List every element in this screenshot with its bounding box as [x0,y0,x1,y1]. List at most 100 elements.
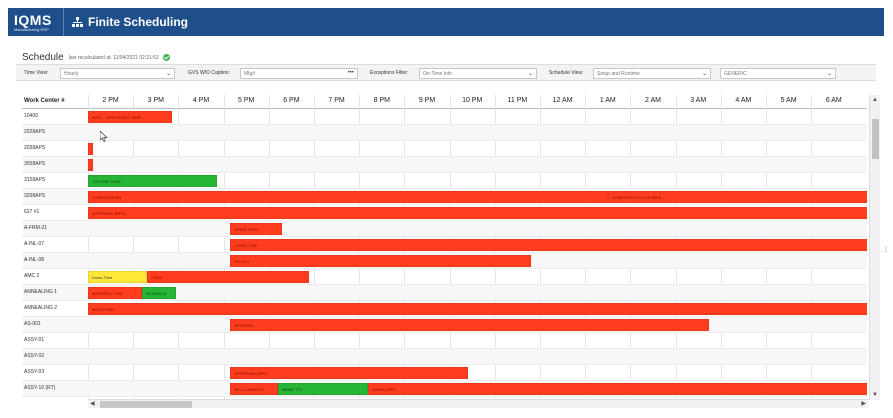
chevron-down-icon: ⌄ [165,71,171,77]
work-center-name: ANNEALING 2 [24,305,58,311]
work-center-row[interactable]: A-FRM-21 HINGE ASSY [22,221,867,237]
hour-label: 6 PM [283,97,300,104]
gvs-caption-label: GVS W/O Caption: [188,70,230,76]
work-center-row[interactable]: ANNEALING 1 BCDWELD 1700 BCDWELD [22,285,867,301]
hour-label: 6 AM [825,97,842,104]
horizontal-scroll-thumb[interactable] [100,401,192,408]
work-center-row[interactable]: ASSY-03 WPFPEABL BRTS [22,365,867,381]
hour-label: 4 AM [735,97,752,104]
hour-label: 2 AM [645,97,661,104]
logo-subtitle: Manufacturing ERP [14,26,49,32]
work-center-row[interactable]: 3158APS 715-1592 TUBS [22,173,867,189]
work-center-name: ASSY-03 [24,369,45,375]
generic-value: GENERIC [724,71,747,77]
ellipsis-icon: ••• [347,70,354,76]
time-view-value: Hourly [64,71,79,77]
work-center-row[interactable]: A-INL-08 FELIX 4 [22,253,867,269]
last-recalculated: last recalculated at: 11/04/2021 02:21:5… [68,54,159,61]
work-center-row[interactable]: ASSY-10 (RT) BELL LAB3PLAT MB99L T17 HINGE … [22,381,867,397]
scroll-up-icon[interactable]: ▲ [872,97,878,103]
gvs-caption-value: Mfg# [244,71,256,77]
schedule-bar[interactable]: ROLL - 3000 PF1327 180R [88,111,172,123]
hour-label: 4 PM [192,97,210,104]
vertical-scroll-thumb[interactable] [872,119,879,159]
chevron-down-icon: ⌄ [826,71,832,77]
schedule-title: Schedule [22,52,64,63]
work-center-name: 2028APS [24,129,46,135]
schedule-heading: Schedule last recalculated at: 11/04/202… [22,52,170,63]
work-center-row[interactable]: 2038APS [22,141,867,157]
schedule-bar[interactable]: BELL LAB3PLAT [230,383,278,395]
hour-label: 11 PM [507,97,528,104]
schedule-bar[interactable]: HINGE ASSY [230,223,283,235]
hour-label: 3 AM [690,97,707,104]
scroll-down-icon[interactable]: ▼ [872,392,878,398]
work-center-name: 3208APS [24,193,46,199]
work-center-header: Work Center # [24,98,65,104]
schedule-bar[interactable]: BLADE WIN [88,303,867,315]
schedule-bar[interactable]: CORESTOP ETCH & PACK [607,191,867,203]
work-center-row[interactable]: 3208APS CORESTOP DR CORESTOP ETCH & PACK [22,189,867,205]
work-center-name: 3058APS [24,161,46,167]
schedule-bar[interactable]: BETA4060 [230,319,710,331]
work-center-row[interactable]: ANNEALING 2 BLADE WIN [22,301,867,317]
work-center-name: ASSY-01 [24,337,45,343]
mouse-cursor-icon [100,131,108,142]
hour-label: 5 AM [780,97,797,104]
hour-label: 5 PM [238,97,255,104]
schedule-bar[interactable] [88,143,93,155]
hour-label: 3 PM [147,97,164,104]
gvs-caption-select[interactable]: Mfg# ••• [240,68,358,79]
work-center-row[interactable]: ASSY-02 [22,349,867,365]
work-center-name: ANNEALING 1 [24,289,58,295]
work-center-row[interactable]: 2028APS [22,125,867,141]
app-header: IQMS Manufacturing ERP Finite Scheduling [8,8,884,36]
hour-label: 12 AM [552,97,573,104]
schedule-bar[interactable]: MB99L T17 [277,383,369,395]
app-title-text: Finite Scheduling [88,15,189,29]
work-center-row[interactable]: 627 #1 WPFPEABL BRTS [22,205,867,221]
scroll-right-icon[interactable]: ▶ [861,401,866,407]
exceptions-filter-select[interactable]: On-Time Info ⌄ [419,68,537,79]
schedule-bar[interactable]: C2025 [146,271,310,283]
filter-bar: Time View: Hourly ⌄ GVS W/O Caption: Mfg… [16,64,876,81]
chevron-down-icon: ⌄ [701,71,707,77]
work-center-row[interactable]: 3058APS [22,157,867,173]
check-circle-icon [162,54,170,61]
schedule-bar[interactable]: HINGE ASSY [368,383,867,395]
schedule-bar[interactable]: FELIX 4 [230,255,531,267]
schedule-bar[interactable]: BCDWELD 1700 [88,287,143,299]
schedule-bar[interactable]: WPFPEABL BRTS [88,207,867,219]
hour-label: 10 PM [462,97,483,104]
work-center-name: A-FRM-21 [24,225,48,231]
schedule-bar[interactable] [88,159,93,171]
work-center-row[interactable]: 10400 ROLL - 3000 PF1327 180R [22,109,867,125]
scroll-left-icon[interactable]: ◀ [90,401,95,407]
schedule-bar[interactable]: BCDWELD [142,287,177,299]
work-center-name: 2038APS [24,145,46,151]
horizontal-scrollbar[interactable]: ◀ ▶ [88,399,868,408]
time-view-select[interactable]: Hourly ⌄ [60,68,175,79]
iqms-logo[interactable]: IQMS Manufacturing ERP [8,8,64,36]
work-center-row[interactable]: ASSY-01 [22,333,867,349]
work-center-name: A-INL-08 [24,257,45,263]
schedule-bar[interactable]: 715-1592 TUBS [88,175,217,187]
work-center-name: A-INL-07 [24,241,45,247]
generic-select[interactable]: GENERIC ⌄ [720,68,836,79]
chevron-down-icon: ⌄ [527,71,533,77]
timeline-header: Work Center # 2 PM 3 PM 4 PM 5 PM 6 PM 7 PM 8 … [22,95,867,109]
hour-label: 2 PM [102,97,119,104]
schedule-bar[interactable]: WPFPEABL BRTS [230,367,468,379]
schedule-bar[interactable]: CORESTOP DR [88,191,608,203]
resize-handle-icon[interactable]: ⋮ [883,247,889,253]
vertical-scrollbar[interactable]: ▲ ▼ [869,95,880,400]
work-center-name: 3158APS [24,177,46,183]
work-center-row[interactable]: AMC 2 Down-Time C2025 [22,269,867,285]
schedule-view-select[interactable]: Setup and Runtime ⌄ [593,68,711,79]
schedule-bar[interactable]: Down-Time [88,271,147,283]
work-center-row[interactable]: AS-001 BETA4060 [22,317,867,333]
hour-gridline [178,95,180,400]
work-center-name: 10400 [24,113,38,119]
schedule-bar[interactable]: CORELT14E [230,239,867,251]
work-center-row[interactable]: A-INL-07 CORELT14E [22,237,867,253]
